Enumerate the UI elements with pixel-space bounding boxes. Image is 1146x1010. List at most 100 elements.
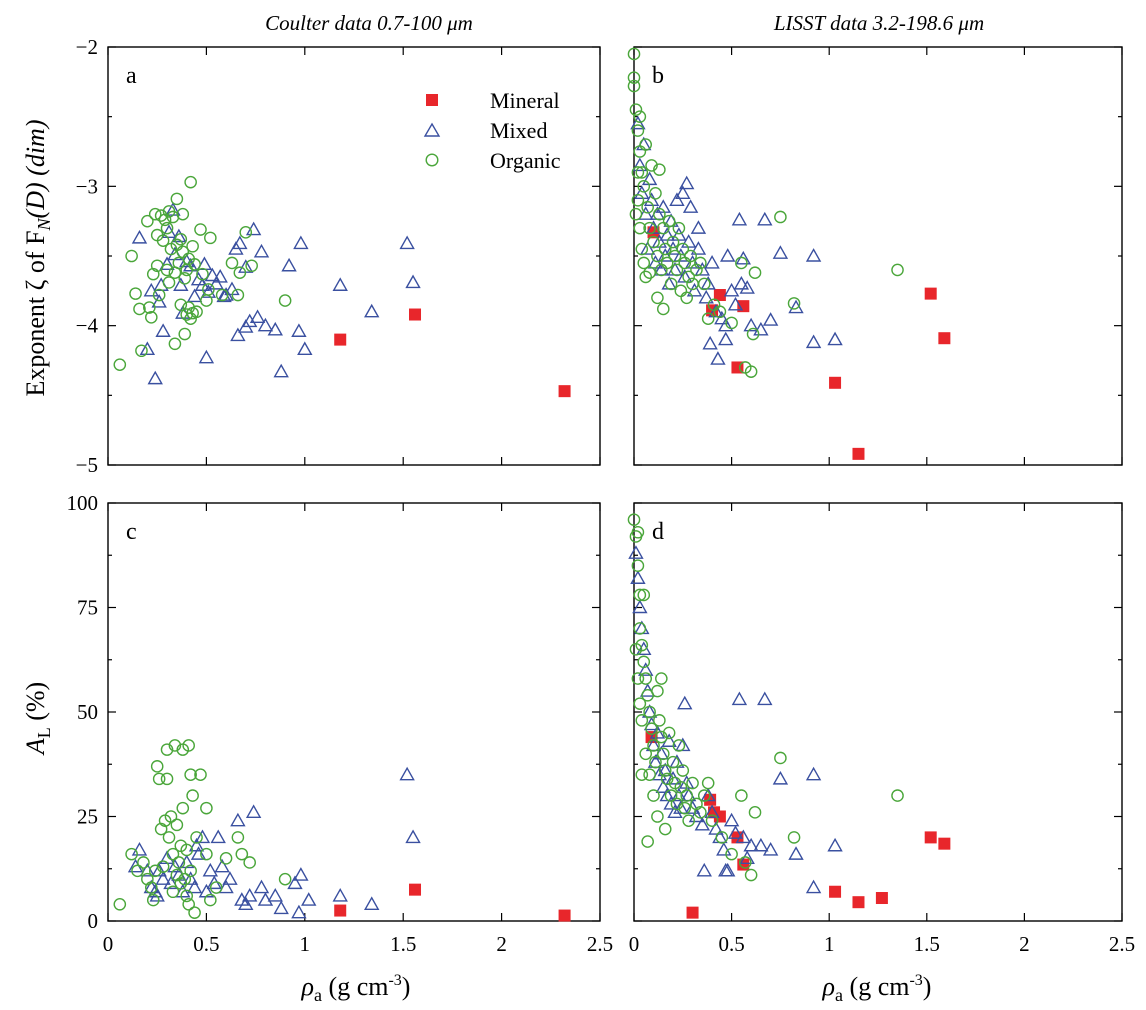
point-organic <box>643 266 656 280</box>
point-organic <box>639 270 653 284</box>
point-organic <box>154 822 168 836</box>
point-organic <box>674 780 688 794</box>
point-organic <box>690 263 703 277</box>
point-organic <box>668 249 682 263</box>
point-mixed <box>399 766 415 781</box>
point-mixed <box>364 896 380 910</box>
point-mixed <box>194 829 211 844</box>
point-mixed <box>241 313 258 328</box>
point-mixed <box>805 248 822 262</box>
point-organic <box>178 327 192 341</box>
right-column-title: LISST data 3.2-198.6 μm <box>773 11 984 35</box>
point-organic <box>705 814 719 827</box>
point-mixed <box>667 804 683 819</box>
point-organic <box>633 697 647 710</box>
x-tick-label: 0 <box>103 932 114 956</box>
point-mixed <box>694 262 711 276</box>
y-tick-label: −4 <box>76 314 99 338</box>
point-organic <box>125 847 138 861</box>
point-mixed <box>630 570 646 584</box>
point-mixed <box>212 268 228 283</box>
point-organic <box>182 897 195 911</box>
point-organic <box>209 881 223 894</box>
point-organic <box>231 831 245 844</box>
point-organic <box>200 801 213 815</box>
panel-d-letter: d <box>652 519 664 545</box>
point-organic <box>676 764 690 777</box>
point-organic <box>680 291 694 305</box>
point-organic <box>629 207 643 221</box>
point-mixed <box>788 299 804 314</box>
point-organic <box>656 747 670 761</box>
point-organic <box>651 810 664 823</box>
point-organic <box>670 797 684 811</box>
point-organic <box>637 256 651 270</box>
point-mixed <box>753 837 769 852</box>
point-organic <box>154 209 168 222</box>
point-organic <box>156 860 170 873</box>
point-mixed <box>147 370 163 385</box>
point-mixed <box>632 599 648 614</box>
point-organic <box>891 789 904 802</box>
point-organic <box>202 283 215 296</box>
panel-c: 0 0.5 1 1.5 2 2.5 0 25 50 75 100 c <box>67 491 614 956</box>
point-mixed <box>405 274 421 289</box>
point-mixed <box>694 816 711 831</box>
point-organic <box>653 163 666 176</box>
point-organic <box>184 175 197 189</box>
point-organic <box>666 755 680 769</box>
point-organic <box>725 316 738 330</box>
point-mixed <box>805 879 822 894</box>
point-organic <box>678 801 692 815</box>
point-mixed <box>679 175 695 190</box>
point-organic <box>186 789 199 802</box>
point-mixed <box>241 887 258 902</box>
point-organic <box>715 831 729 844</box>
point-organic <box>697 789 711 802</box>
y-tick-label: 100 <box>67 491 99 515</box>
point-organic <box>686 776 699 790</box>
y-tick-label: 25 <box>77 805 98 829</box>
point-organic <box>701 312 715 326</box>
point-mixed <box>704 255 720 269</box>
point-mineral <box>924 287 937 300</box>
point-organic <box>735 256 748 270</box>
point-organic <box>645 159 658 172</box>
point-mixed <box>688 808 705 823</box>
point-organic <box>651 684 664 698</box>
panel-b-letter: b <box>652 63 664 89</box>
point-organic <box>662 726 676 740</box>
point-mixed <box>655 779 671 793</box>
point-organic <box>176 207 190 221</box>
point-organic <box>637 180 651 193</box>
panel-b: b <box>627 46 1123 466</box>
point-organic <box>690 797 703 811</box>
point-organic <box>188 258 201 271</box>
point-organic <box>653 714 666 727</box>
y-tick-label: −2 <box>76 35 98 59</box>
point-organic <box>150 259 164 273</box>
point-mixed <box>690 220 707 234</box>
point-mixed <box>634 185 650 200</box>
point-organic <box>649 186 662 200</box>
point-organic <box>680 789 694 802</box>
point-mixed <box>757 211 773 226</box>
point-mixed <box>690 241 707 255</box>
point-organic <box>129 287 142 300</box>
point-mixed <box>788 846 804 860</box>
point-organic <box>152 772 166 786</box>
point-organic <box>137 856 150 869</box>
point-mixed <box>743 317 759 332</box>
point-mixed <box>663 796 679 810</box>
point-organic <box>774 751 787 765</box>
point-organic <box>170 818 184 832</box>
point-mixed <box>805 334 822 349</box>
point-organic <box>643 768 656 782</box>
x-tick-label: 2.5 <box>1109 932 1135 956</box>
point-mixed <box>669 754 685 768</box>
point-organic <box>631 124 645 137</box>
point-organic <box>635 166 649 179</box>
right-x-axis-label: ρa (g cm-3) <box>822 972 932 1005</box>
point-mixed <box>700 275 716 290</box>
